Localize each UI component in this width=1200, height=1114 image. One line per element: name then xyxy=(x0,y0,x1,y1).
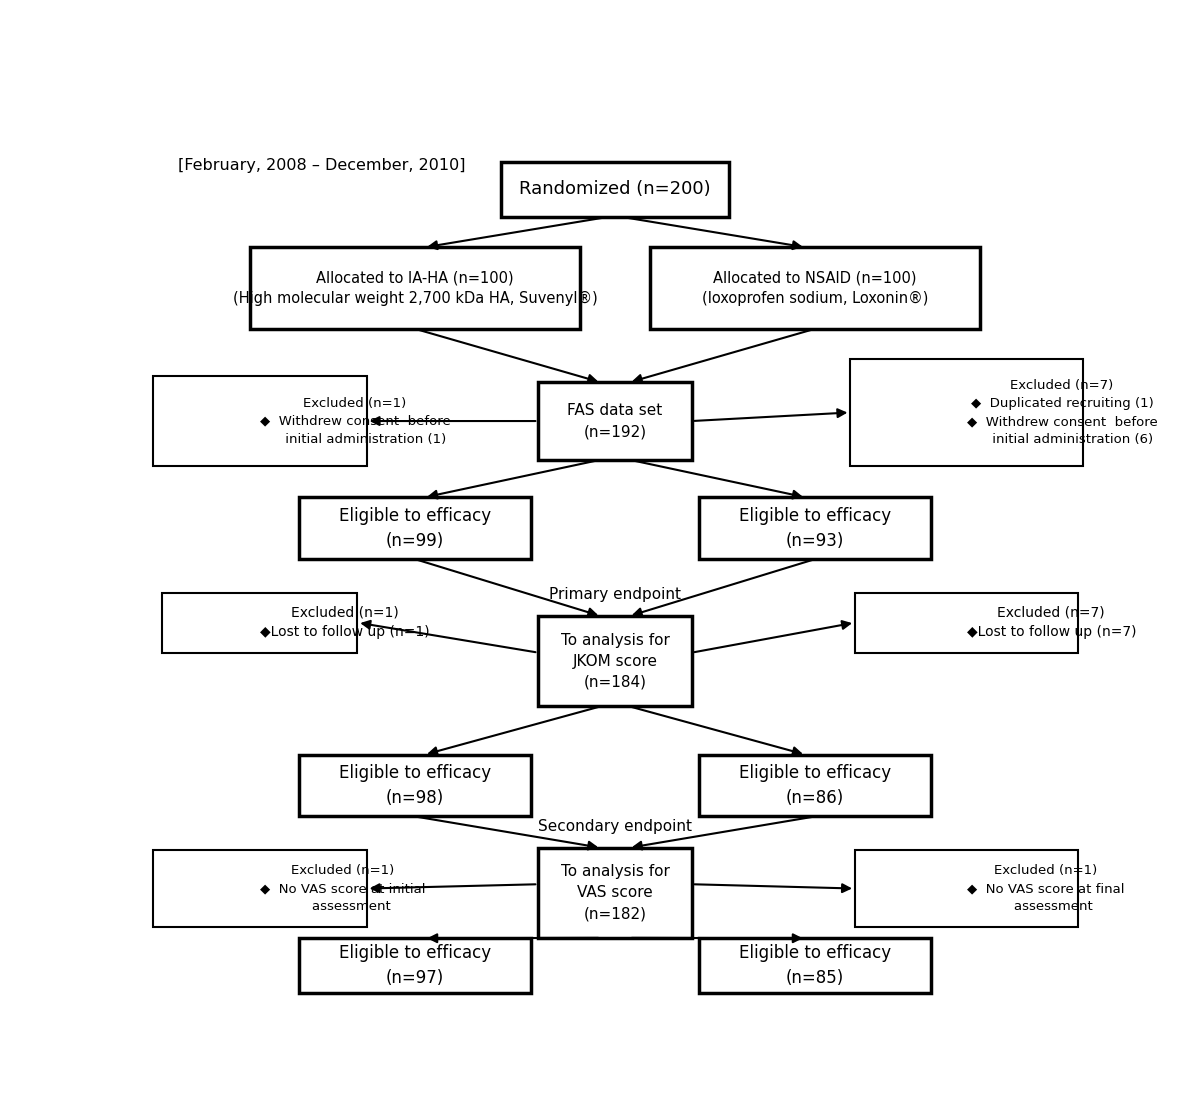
Text: Excluded (n=1)
◆  Withdrew consent  before
     initial administration (1): Excluded (n=1) ◆ Withdrew consent before… xyxy=(259,397,450,446)
FancyBboxPatch shape xyxy=(698,754,931,817)
FancyBboxPatch shape xyxy=(650,247,980,329)
FancyBboxPatch shape xyxy=(539,382,691,460)
Text: Eligible to efficacy
(n=98): Eligible to efficacy (n=98) xyxy=(338,764,491,807)
Text: To analysis for
VAS score
(n=182): To analysis for VAS score (n=182) xyxy=(560,864,670,921)
Text: Excluded (n=1)
◆Lost to follow up (n=1): Excluded (n=1) ◆Lost to follow up (n=1) xyxy=(259,606,430,639)
Text: Allocated to IA-HA (n=100)
(High molecular weight 2,700 kDa HA, Suvenyl®): Allocated to IA-HA (n=100) (High molecul… xyxy=(233,270,598,306)
Text: Excluded (n=7)
◆Lost to follow up (n=7): Excluded (n=7) ◆Lost to follow up (n=7) xyxy=(966,606,1136,639)
Text: Eligible to efficacy
(n=99): Eligible to efficacy (n=99) xyxy=(338,507,491,549)
FancyBboxPatch shape xyxy=(854,593,1078,653)
FancyBboxPatch shape xyxy=(698,938,931,994)
Text: Eligible to efficacy
(n=93): Eligible to efficacy (n=93) xyxy=(739,507,892,549)
FancyBboxPatch shape xyxy=(698,497,931,559)
Text: Eligible to efficacy
(n=86): Eligible to efficacy (n=86) xyxy=(739,764,892,807)
FancyBboxPatch shape xyxy=(299,497,532,559)
Text: Eligible to efficacy
(n=85): Eligible to efficacy (n=85) xyxy=(739,945,892,987)
Text: Randomized (n=200): Randomized (n=200) xyxy=(520,180,710,198)
FancyBboxPatch shape xyxy=(250,247,580,329)
FancyBboxPatch shape xyxy=(299,754,532,817)
FancyBboxPatch shape xyxy=(539,616,691,706)
Text: FAS data set
(n=192): FAS data set (n=192) xyxy=(568,403,662,439)
FancyBboxPatch shape xyxy=(152,377,367,466)
Text: Excluded (n=7)
◆  Duplicated recruiting (1)
◆  Withdrew consent  before
     ini: Excluded (n=7) ◆ Duplicated recruiting (… xyxy=(966,379,1157,446)
FancyBboxPatch shape xyxy=(854,850,1078,927)
FancyBboxPatch shape xyxy=(162,593,358,653)
FancyBboxPatch shape xyxy=(502,162,728,217)
Text: Allocated to NSAID (n=100)
(loxoprofen sodium, Loxonin®): Allocated to NSAID (n=100) (loxoprofen s… xyxy=(702,270,928,306)
FancyBboxPatch shape xyxy=(152,850,367,927)
Text: Primary endpoint: Primary endpoint xyxy=(550,587,682,603)
Text: Excluded (n=1)
◆  No VAS score at initial
    assessment: Excluded (n=1) ◆ No VAS score at initial… xyxy=(259,864,425,913)
FancyBboxPatch shape xyxy=(851,359,1082,466)
Text: To analysis for
JKOM score
(n=184): To analysis for JKOM score (n=184) xyxy=(560,633,670,690)
FancyBboxPatch shape xyxy=(539,848,691,938)
Text: Excluded (n=1)
◆  No VAS score at final
    assessment: Excluded (n=1) ◆ No VAS score at final a… xyxy=(966,864,1124,913)
Text: [February, 2008 – December, 2010]: [February, 2008 – December, 2010] xyxy=(178,158,466,173)
Text: Eligible to efficacy
(n=97): Eligible to efficacy (n=97) xyxy=(338,945,491,987)
FancyBboxPatch shape xyxy=(299,938,532,994)
Text: Secondary endpoint: Secondary endpoint xyxy=(538,819,692,834)
